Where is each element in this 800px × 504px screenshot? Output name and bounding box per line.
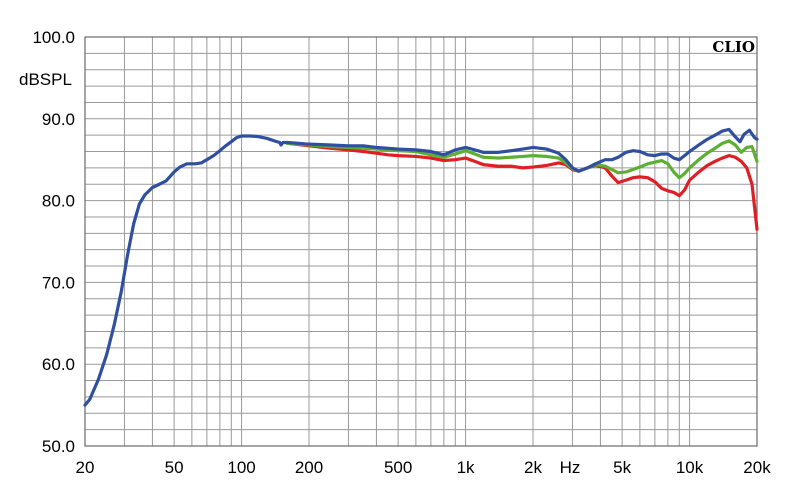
x-tick-label: 500: [384, 458, 412, 477]
x-tick-label: 20k: [743, 458, 771, 477]
y-tick-label: 50.0: [42, 437, 75, 456]
x-tick-label: 10k: [676, 458, 704, 477]
plot-frame: [84, 36, 758, 447]
x-tick-labels: 20 50 100 200 500 1k 2k 5k 10k 20k: [76, 458, 772, 477]
y-tick-labels: 100.0 90.0 80.0 70.0 60.0 50.0: [32, 28, 75, 456]
x-tick-label: 2k: [524, 458, 542, 477]
y-tick-label: 60.0: [42, 355, 75, 374]
y-tick-label: 90.0: [42, 110, 75, 129]
x-tick-label: 20: [76, 458, 95, 477]
x-tick-label: 50: [165, 458, 184, 477]
y-axis-label: dBSPL: [19, 70, 72, 89]
x-tick-label: 1k: [457, 458, 475, 477]
x-tick-label: 5k: [613, 458, 631, 477]
y-tick-label: 100.0: [32, 28, 75, 47]
series-layer: [83, 127, 759, 407]
grid: [84, 36, 758, 447]
series-line-3: [83, 127, 759, 407]
series-line-2: [285, 139, 759, 180]
y-tick-label: 80.0: [42, 192, 75, 211]
y-tick-label: 70.0: [42, 273, 75, 292]
x-axis-unit-label: Hz: [560, 458, 581, 477]
clio-logo: CLIO: [712, 38, 755, 56]
x-tick-label: 200: [295, 458, 323, 477]
x-tick-label: 100: [227, 458, 255, 477]
